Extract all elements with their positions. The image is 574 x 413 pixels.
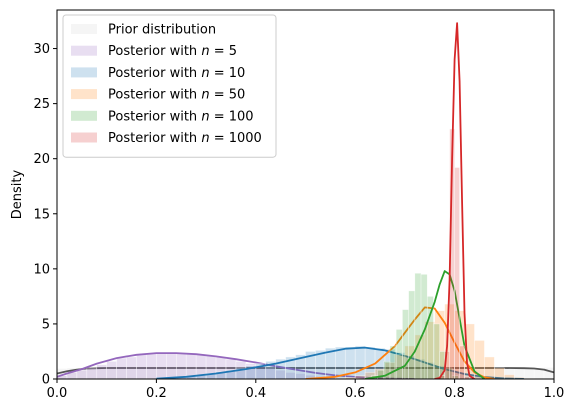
hist-bar-n50 (494, 367, 505, 379)
legend-swatch (71, 89, 97, 100)
hist-bar-n100 (408, 290, 416, 379)
y-tick-label: 15 (33, 207, 50, 222)
hist-bar-n100 (402, 309, 409, 379)
legend-label-value: = 100 (210, 109, 254, 124)
legend-label-text: Posterior with (108, 44, 201, 59)
x-tick-label: 1.0 (544, 386, 565, 401)
x-tick-label: 0.0 (47, 386, 68, 401)
y-tick-label: 0 (42, 373, 50, 388)
legend-label-var: n (201, 88, 209, 103)
legend-label-var: n (201, 109, 209, 124)
hist-bar-n5 (146, 353, 157, 379)
x-tick-label: 0.6 (345, 386, 366, 401)
hist-bar-n5 (116, 357, 127, 379)
legend-label-text: Prior distribution (108, 23, 216, 38)
legend-label: Posterior with n = 10 (108, 66, 245, 81)
kde-line-n1000 (434, 22, 475, 379)
hist-bar-prior (523, 367, 535, 379)
legend-box (62, 14, 277, 158)
x-tick-label: 0.4 (245, 386, 266, 401)
series-n1000 (434, 22, 475, 379)
hist-bar-n5 (156, 353, 167, 379)
x-tick-label: 0.2 (146, 386, 167, 401)
legend-label-value: = 10 (210, 66, 246, 81)
legend-label-value: = 5 (210, 44, 237, 59)
hist-bar-n100 (451, 375, 459, 379)
hist-bar-n100 (395, 329, 403, 379)
legend-label-text: Posterior with (108, 109, 201, 124)
y-tick-label: 30 (33, 42, 50, 57)
legend-label: Posterior with n = 1000 (108, 131, 262, 146)
legend-swatch (71, 45, 97, 56)
hist-bar-n10 (354, 345, 366, 379)
hist-bar-n5 (106, 361, 117, 379)
plot-frame (56, 9, 555, 380)
x-tick-label: 0.8 (444, 386, 465, 401)
hist-bar-n5 (136, 354, 147, 379)
legend-swatch (71, 24, 97, 34)
hist-bar-n1000 (459, 345, 465, 379)
legend-label-var: n (201, 44, 209, 59)
legend-swatch (71, 110, 97, 121)
hist-bar-n50 (484, 356, 495, 379)
legend-label: Posterior with n = 100 (108, 109, 254, 124)
legend-label-text: Posterior with (108, 66, 201, 81)
legend-label-var: n (201, 66, 209, 81)
legend-label-var: n (201, 131, 209, 146)
hist-bar-n5 (175, 353, 187, 379)
axes-layer: 0.0 0.2 0.4 0.6 0.8 1.0 0 5 10 15 20 25 30 (33, 42, 564, 401)
kde-line-n50 (305, 306, 495, 379)
legend-swatch (71, 132, 97, 143)
kde-line-n100 (364, 270, 485, 379)
hist-bar-n50 (503, 374, 515, 379)
series-n10 (156, 345, 525, 379)
legend-swatch (71, 67, 97, 78)
hist-bar-n100 (445, 367, 453, 379)
hist-bar-n5 (76, 369, 88, 379)
hist-bar-n5 (96, 364, 108, 379)
series-n100 (364, 270, 485, 379)
hist-bar-n1000 (464, 376, 470, 379)
hist-bar-n5 (126, 356, 137, 379)
hist-bar-n5 (86, 367, 98, 379)
legend-label: Posterior with n = 5 (108, 44, 237, 59)
hist-bar-n1000 (454, 167, 460, 379)
hist-bar-n5 (166, 352, 177, 379)
legend-label-value: = 1000 (210, 131, 262, 146)
y-tick-label: 25 (33, 97, 50, 112)
y-tick-label: 5 (42, 317, 50, 332)
hist-bar-n100 (389, 345, 397, 379)
hist-bar-n100 (433, 323, 440, 379)
y-tick-label: 20 (33, 152, 50, 167)
legend-label: Posterior with n = 50 (108, 88, 245, 103)
legend-label: Prior distribution (108, 23, 216, 38)
legend-label-text: Posterior with (108, 131, 201, 146)
legend-label-text: Posterior with (108, 88, 201, 103)
hist-bar-n100 (414, 272, 422, 379)
kde-line-n5 (57, 352, 415, 379)
y-tick-label: 10 (33, 262, 50, 277)
kde-line-n10 (156, 346, 525, 379)
y-axis-label: Density (10, 169, 25, 219)
legend-label-value: = 50 (210, 88, 246, 103)
